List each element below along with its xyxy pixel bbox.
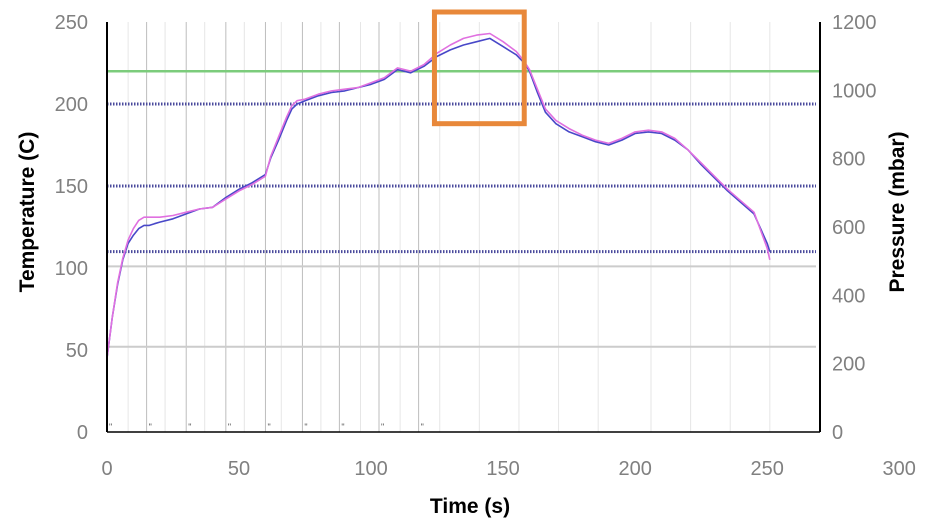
y-tick-label: 50 — [66, 340, 88, 362]
x-tick-label: 0 — [101, 458, 112, 480]
highlight-layer — [431, 9, 527, 127]
y-tick-label: 0 — [77, 422, 88, 444]
y2-tick-label: 0 — [832, 422, 843, 444]
event-marker: " — [109, 422, 112, 432]
x-tick-label: 200 — [618, 458, 651, 480]
y2-tick-label: 800 — [832, 149, 865, 171]
event-marker: " — [421, 422, 424, 432]
series-line-2 — [106, 32, 771, 359]
y-tick-label: 200 — [55, 94, 88, 116]
event-marker: " — [149, 422, 152, 432]
event-markers: " " " " " " " " " — [109, 422, 424, 432]
y-tick-label: 100 — [55, 258, 88, 280]
y2-axis-title: Pressure (mbar) — [886, 131, 909, 292]
y2-tick-label: 400 — [832, 285, 865, 307]
grid-layer — [127, 22, 771, 432]
event-marker: " — [188, 422, 191, 432]
y-tick-label: 150 — [55, 176, 88, 198]
event-marker: " — [267, 422, 270, 432]
x-tick-label: 100 — [354, 458, 387, 480]
tick-labels: 0 50 100 150 200 250 300 0 50 100 150 200 250 0 200 400… — [55, 12, 916, 480]
event-marker: " — [228, 422, 231, 432]
y-axis-title: Temperature (C) — [16, 132, 39, 293]
event-marker: " — [381, 422, 384, 432]
y2-tick-label: 1000 — [832, 80, 877, 102]
x-tick-label: 300 — [883, 458, 916, 480]
x-tick-label: 250 — [750, 458, 783, 480]
y-tick-label: 250 — [55, 12, 88, 34]
x-tick-label: 50 — [228, 458, 250, 480]
x-axis-title: Time (s) — [430, 495, 510, 518]
series-line-1 — [106, 37, 771, 359]
reference-lines — [107, 69, 820, 348]
x-tick-label: 150 — [486, 458, 519, 480]
event-marker: " — [341, 422, 344, 432]
axis-layer — [106, 22, 821, 433]
series-layer — [106, 32, 771, 359]
event-marker: " — [304, 422, 307, 432]
y2-tick-label: 200 — [832, 354, 865, 376]
highlight-box — [431, 9, 527, 127]
y2-tick-label: 600 — [832, 217, 865, 239]
y2-tick-label: 1200 — [832, 12, 877, 34]
